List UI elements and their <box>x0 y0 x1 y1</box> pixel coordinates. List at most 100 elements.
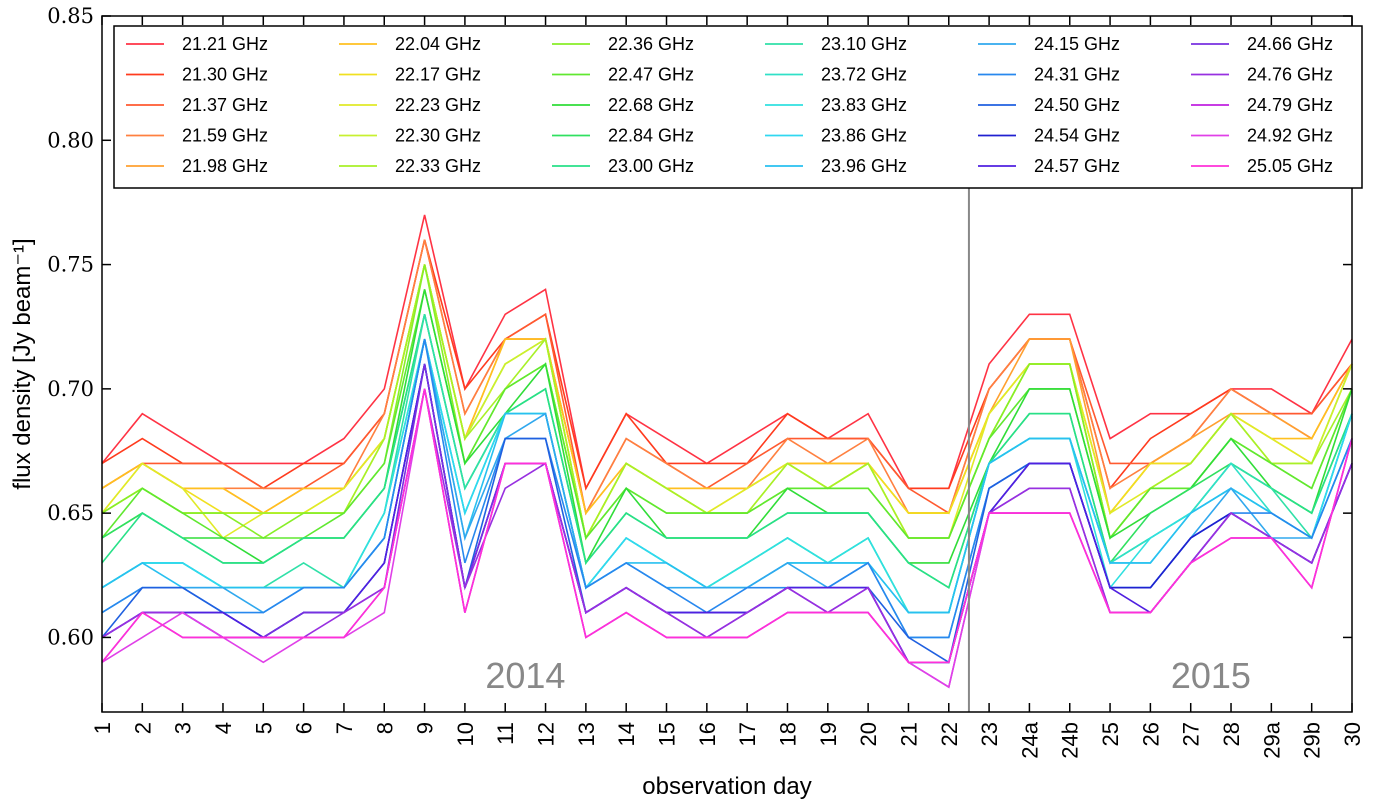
legend: 21.21 GHz 21.30 GHz 21.37 GHz 21.59 GHz 21.9… <box>113 25 1363 189</box>
y-tick-label: 0.70 <box>47 377 94 401</box>
legend-item: 21.30 GHz <box>126 65 268 85</box>
x-axis-title: observation day <box>642 773 811 800</box>
legend-label: 24.66 GHz <box>1247 34 1333 54</box>
legend-label: 24.54 GHz <box>1034 126 1120 146</box>
series-line-0 <box>101 214 1353 491</box>
legend-label: 22.47 GHz <box>608 65 694 85</box>
legend-item: 24.15 GHz <box>978 34 1120 54</box>
legend-label: 22.23 GHz <box>395 95 481 115</box>
x-tick-label: 18 <box>775 722 800 746</box>
x-tick-label: 11 <box>493 722 518 745</box>
legend-item: 24.31 GHz <box>978 65 1120 85</box>
legend-item: 22.23 GHz <box>339 95 481 115</box>
legend-label: 23.86 GHz <box>821 126 907 146</box>
legend-label: 24.79 GHz <box>1247 95 1333 115</box>
x-tick-label: 16 <box>695 722 720 746</box>
year-label-2014: 2014 <box>485 655 565 696</box>
x-tick-label: 1 <box>90 722 115 734</box>
legend-label: 22.17 GHz <box>395 65 481 85</box>
x-tick-label: 15 <box>655 722 680 746</box>
x-tick-label: 13 <box>574 722 599 746</box>
x-tick-label: 9 <box>413 722 438 734</box>
y-tick-label: 0.85 <box>47 4 94 28</box>
legend-label: 22.33 GHz <box>395 156 481 176</box>
legend-item: 21.37 GHz <box>126 95 268 115</box>
legend-label: 21.21 GHz <box>182 34 268 54</box>
y-tick-label: 0.60 <box>47 625 94 649</box>
x-tick-label: 10 <box>453 722 478 746</box>
legend-item: 22.33 GHz <box>339 156 481 176</box>
x-tick-label: 22 <box>937 722 962 746</box>
legend-label: 24.57 GHz <box>1034 156 1120 176</box>
legend-label: 21.30 GHz <box>182 65 268 85</box>
series-line-7 <box>101 264 1353 541</box>
legend-item: 22.84 GHz <box>552 126 694 146</box>
legend-box <box>113 25 1363 189</box>
y-tick-label: 0.65 <box>47 501 94 525</box>
x-tick-label: 29b <box>1300 722 1325 759</box>
legend-item: 22.36 GHz <box>552 34 694 54</box>
legend-item: 23.83 GHz <box>765 95 907 115</box>
legend-item: 22.30 GHz <box>339 126 481 146</box>
series-line-11 <box>101 289 1353 540</box>
y-axis: 0.60 0.65 0.70 0.75 0.80 0.85 <box>47 4 1352 649</box>
legend-label: 22.84 GHz <box>608 126 694 146</box>
legend-label: 21.37 GHz <box>182 95 268 115</box>
legend-item: 23.96 GHz <box>765 156 907 176</box>
legend-item: 21.98 GHz <box>126 156 268 176</box>
legend-label: 21.59 GHz <box>182 126 268 146</box>
x-tick-label: 2 <box>130 722 155 734</box>
legend-label: 22.68 GHz <box>608 95 694 115</box>
legend-label: 22.36 GHz <box>608 34 694 54</box>
legend-label: 22.04 GHz <box>395 34 481 54</box>
legend-item: 22.17 GHz <box>339 65 481 85</box>
legend-item: 22.04 GHz <box>339 34 481 54</box>
legend-label: 23.10 GHz <box>821 34 907 54</box>
x-tick-label: 27 <box>1179 722 1204 746</box>
x-tick-label: 6 <box>292 722 317 734</box>
legend-label: 23.00 GHz <box>608 156 694 176</box>
x-tick-label: 8 <box>372 722 397 734</box>
legend-item: 21.21 GHz <box>126 34 268 54</box>
legend-item: 21.59 GHz <box>126 126 268 146</box>
series-lines <box>101 214 1353 689</box>
legend-item: 23.00 GHz <box>552 156 694 176</box>
legend-item: 24.92 GHz <box>1191 126 1333 146</box>
legend-item: 24.79 GHz <box>1191 95 1333 115</box>
legend-item: 24.76 GHz <box>1191 65 1333 85</box>
legend-item: 23.86 GHz <box>765 126 907 146</box>
x-tick-label: 30 <box>1340 722 1365 746</box>
x-tick-label: 26 <box>1138 722 1163 746</box>
x-axis: 1 2 3 4 5 6 7 8 9 10 11 12 13 14 15 16 17 18 19 20 21 22 23 24a… <box>90 16 1365 759</box>
series-line-1 <box>101 239 1353 491</box>
legend-label: 24.15 GHz <box>1034 34 1120 54</box>
legend-label: 21.98 GHz <box>182 156 268 176</box>
y-axis-title: flux density [Jy beam⁻¹] <box>9 238 36 489</box>
x-tick-label: 23 <box>977 722 1002 746</box>
legend-item: 24.50 GHz <box>978 95 1120 115</box>
legend-label: 23.83 GHz <box>821 95 907 115</box>
x-tick-label: 25 <box>1098 722 1123 746</box>
legend-label: 23.72 GHz <box>821 65 907 85</box>
x-tick-label: 19 <box>816 722 841 746</box>
legend-label: 24.76 GHz <box>1247 65 1333 85</box>
year-label-2015: 2015 <box>1171 655 1251 696</box>
plot-area-frame <box>101 15 1353 713</box>
x-tick-label: 21 <box>896 722 921 746</box>
legend-label: 24.31 GHz <box>1034 65 1120 85</box>
legend-item: 24.54 GHz <box>978 126 1120 146</box>
series-line-2 <box>101 239 1353 516</box>
y-tick-label: 0.80 <box>47 128 94 152</box>
x-tick-label: 20 <box>856 722 881 746</box>
legend-item: 22.47 GHz <box>552 65 694 85</box>
legend-label: 24.92 GHz <box>1247 126 1333 146</box>
x-tick-label: 28 <box>1219 722 1244 746</box>
legend-label: 25.05 GHz <box>1247 156 1333 176</box>
x-tick-label: 12 <box>534 722 559 746</box>
x-tick-label: 29a <box>1259 721 1284 758</box>
x-tick-label: 4 <box>211 722 236 734</box>
legend-label: 23.96 GHz <box>821 156 907 176</box>
x-tick-label: 24a <box>1017 721 1042 758</box>
